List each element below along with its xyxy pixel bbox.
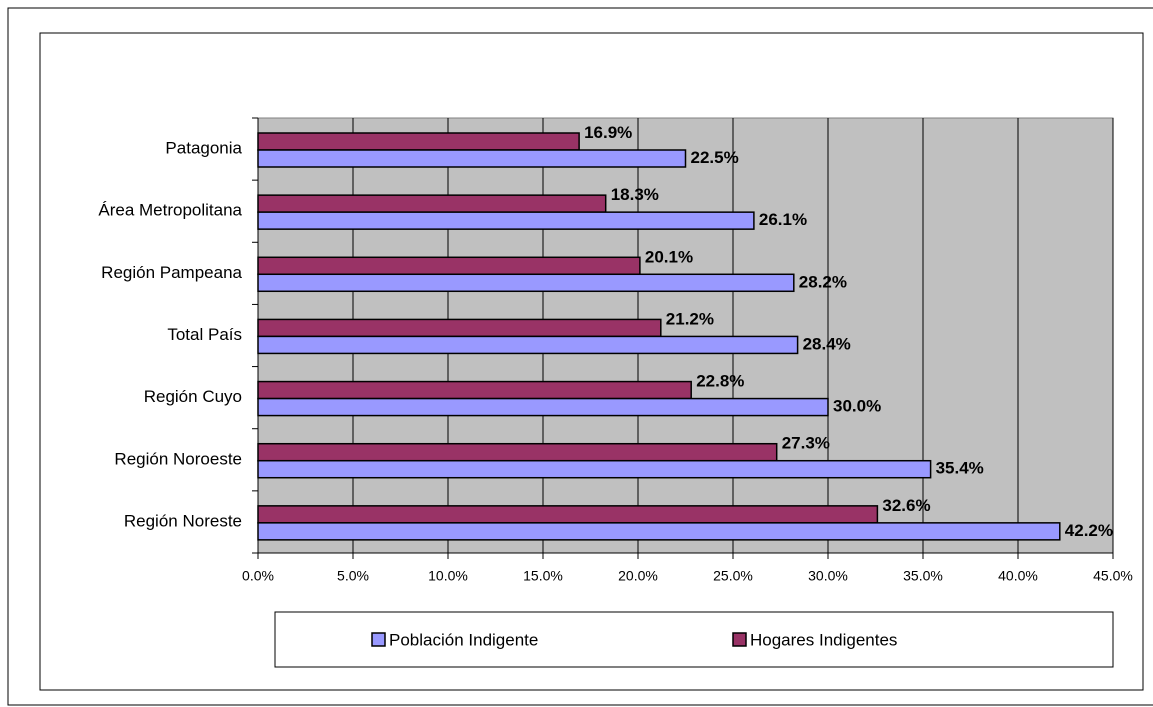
bar bbox=[257, 335, 799, 355]
bar bbox=[257, 505, 879, 524]
x-tick-label: 20.0% bbox=[618, 568, 658, 584]
y-tick-label: Área Metropolitana bbox=[98, 201, 242, 220]
data-label: 27.3% bbox=[782, 434, 830, 453]
y-tick-label: Total País bbox=[167, 325, 242, 344]
bar bbox=[257, 132, 580, 151]
legend-label: Hogares Indigentes bbox=[750, 630, 897, 649]
bar bbox=[257, 380, 692, 400]
data-label: 22.5% bbox=[691, 148, 739, 167]
x-tick-label: 10.0% bbox=[428, 568, 468, 584]
x-tick-label: 0.0% bbox=[242, 568, 274, 584]
bar bbox=[257, 459, 932, 479]
y-tick-label: Región Pampeana bbox=[101, 263, 242, 282]
y-tick-label: Región Cuyo bbox=[144, 387, 242, 406]
data-label: 22.8% bbox=[696, 372, 744, 391]
bar bbox=[257, 442, 778, 462]
data-label: 32.6% bbox=[882, 496, 930, 515]
legend-swatch bbox=[732, 632, 747, 647]
data-label: 30.0% bbox=[833, 397, 881, 416]
bar bbox=[257, 318, 662, 338]
bar bbox=[257, 211, 755, 230]
legend bbox=[274, 611, 1114, 668]
bar bbox=[257, 194, 607, 213]
y-tick-label: Patagonia bbox=[165, 139, 242, 158]
x-tick-label: 5.0% bbox=[337, 568, 369, 584]
data-label: 35.4% bbox=[936, 459, 984, 478]
bar bbox=[257, 522, 1061, 541]
page-frame bbox=[7, 7, 1153, 706]
x-tick-label: 30.0% bbox=[808, 568, 848, 584]
data-label: 16.9% bbox=[584, 123, 632, 142]
data-label: 26.1% bbox=[759, 210, 807, 229]
bar bbox=[257, 256, 641, 276]
bar bbox=[257, 149, 687, 168]
legend-swatch bbox=[371, 632, 386, 647]
data-label: 20.1% bbox=[645, 247, 693, 266]
y-tick-label: Región Noreste bbox=[124, 511, 242, 530]
data-label: 42.2% bbox=[1065, 521, 1113, 540]
data-label: 28.4% bbox=[803, 334, 851, 353]
data-label: 18.3% bbox=[611, 185, 659, 204]
bar bbox=[257, 273, 795, 293]
legend-label: Población Indigente bbox=[389, 630, 538, 649]
bar bbox=[257, 397, 829, 417]
x-tick-label: 25.0% bbox=[713, 568, 753, 584]
x-tick-label: 45.0% bbox=[1093, 568, 1133, 584]
data-label: 21.2% bbox=[666, 309, 714, 328]
y-tick-label: Región Noroeste bbox=[114, 449, 242, 468]
x-tick-label: 35.0% bbox=[903, 568, 943, 584]
x-tick-label: 40.0% bbox=[998, 568, 1038, 584]
x-tick-label: 15.0% bbox=[523, 568, 563, 584]
data-label: 28.2% bbox=[799, 272, 847, 291]
